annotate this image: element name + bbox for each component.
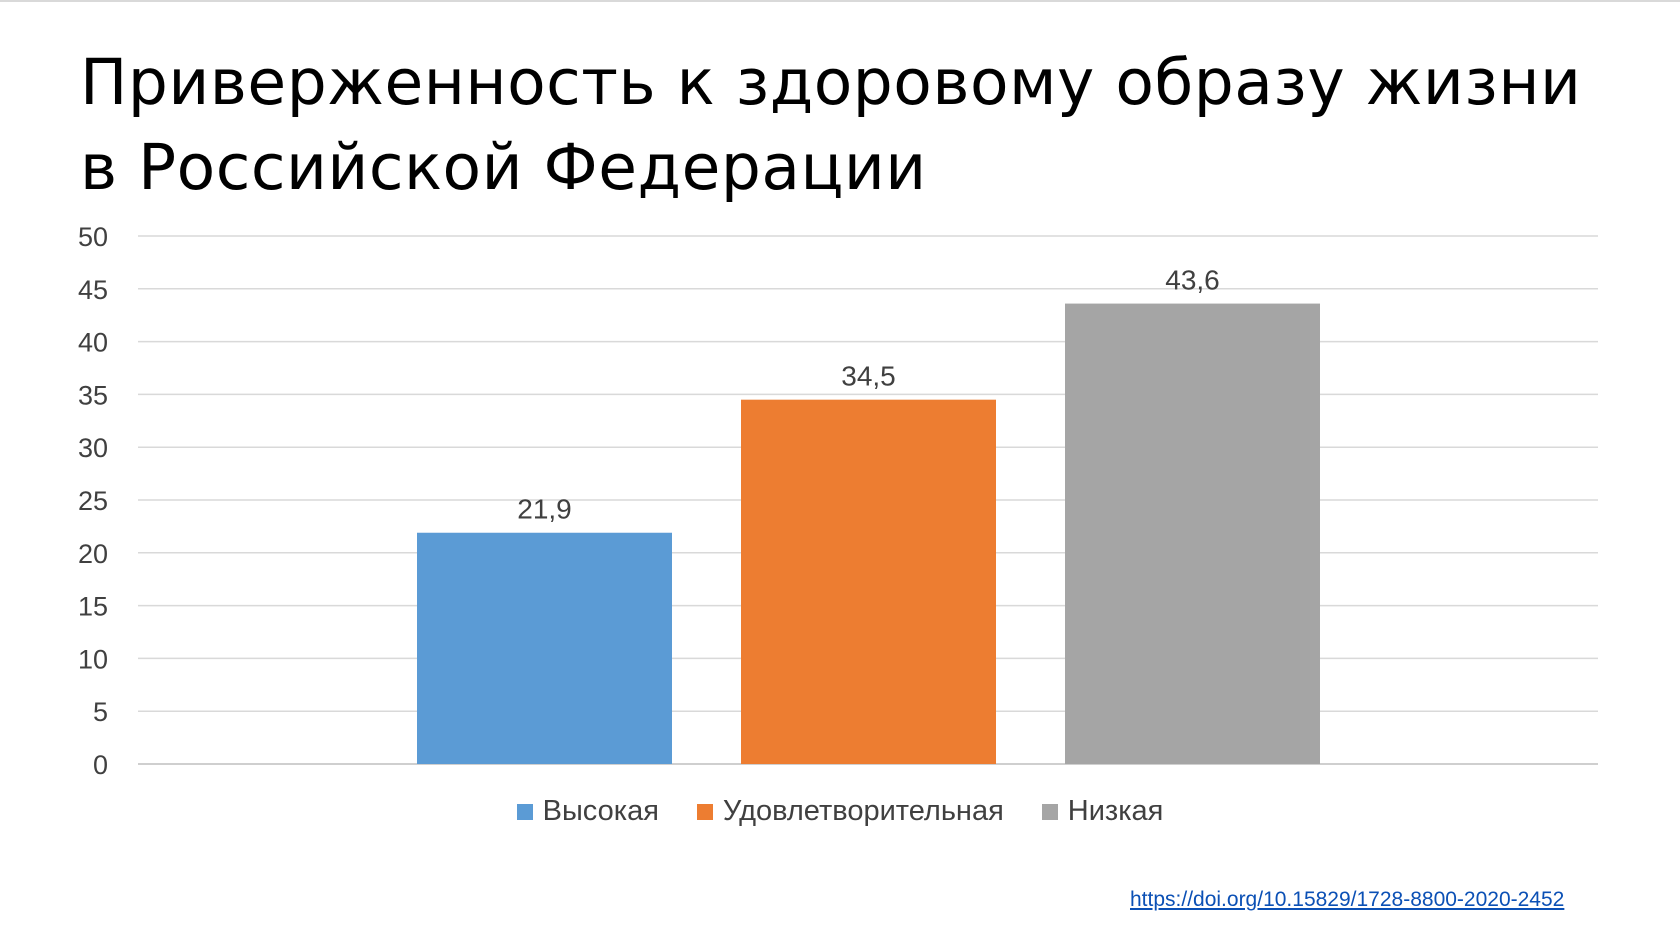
legend-label: Низкая (1067, 795, 1164, 827)
legend-item: Высокая (516, 795, 659, 828)
data-label: 21,9 (517, 494, 572, 525)
y-tick-label: 45 (78, 275, 108, 305)
legend-label: Высокая (542, 795, 659, 827)
legend-item: Низкая (1041, 795, 1164, 828)
legend-swatch (1041, 803, 1058, 820)
y-tick-label: 25 (78, 486, 108, 516)
legend-swatch (696, 803, 713, 820)
bar-1 (417, 532, 672, 764)
bar-2 (741, 399, 996, 764)
bar-3 (1065, 303, 1320, 764)
y-tick-label: 5 (93, 697, 108, 727)
legend-label: Удовлетворительная (722, 795, 1004, 827)
source-link[interactable]: https://doi.org/10.15829/1728-8800-2020-… (1130, 888, 1565, 911)
title-line-2: в Российской Федерации (80, 131, 927, 204)
y-tick-label: 10 (78, 644, 108, 674)
y-tick-label: 35 (78, 380, 108, 410)
chart-legend: Высокая Удовлетворительная Низкая (0, 795, 1680, 828)
y-tick-label: 50 (78, 222, 108, 252)
data-label: 34,5 (841, 361, 896, 392)
data-label: 43,6 (1165, 265, 1220, 296)
bars (417, 303, 1320, 764)
legend-swatch (516, 803, 533, 820)
y-axis-ticks: 0 5 10 15 20 25 30 35 40 45 50 (78, 222, 108, 780)
y-tick-label: 0 (93, 750, 108, 780)
y-tick-label: 40 (78, 328, 108, 358)
y-tick-label: 20 (78, 539, 108, 569)
data-labels: 21,9 34,5 43,6 (517, 265, 1220, 525)
top-divider (0, 0, 1680, 2)
legend-item: Удовлетворительная (696, 795, 1004, 828)
y-tick-label: 30 (78, 433, 108, 463)
title-line-1: Приверженность к здоровому образу жизни (80, 46, 1582, 119)
slide-title: Приверженность к здоровому образу жизни … (80, 40, 1620, 210)
y-tick-label: 15 (78, 592, 108, 622)
